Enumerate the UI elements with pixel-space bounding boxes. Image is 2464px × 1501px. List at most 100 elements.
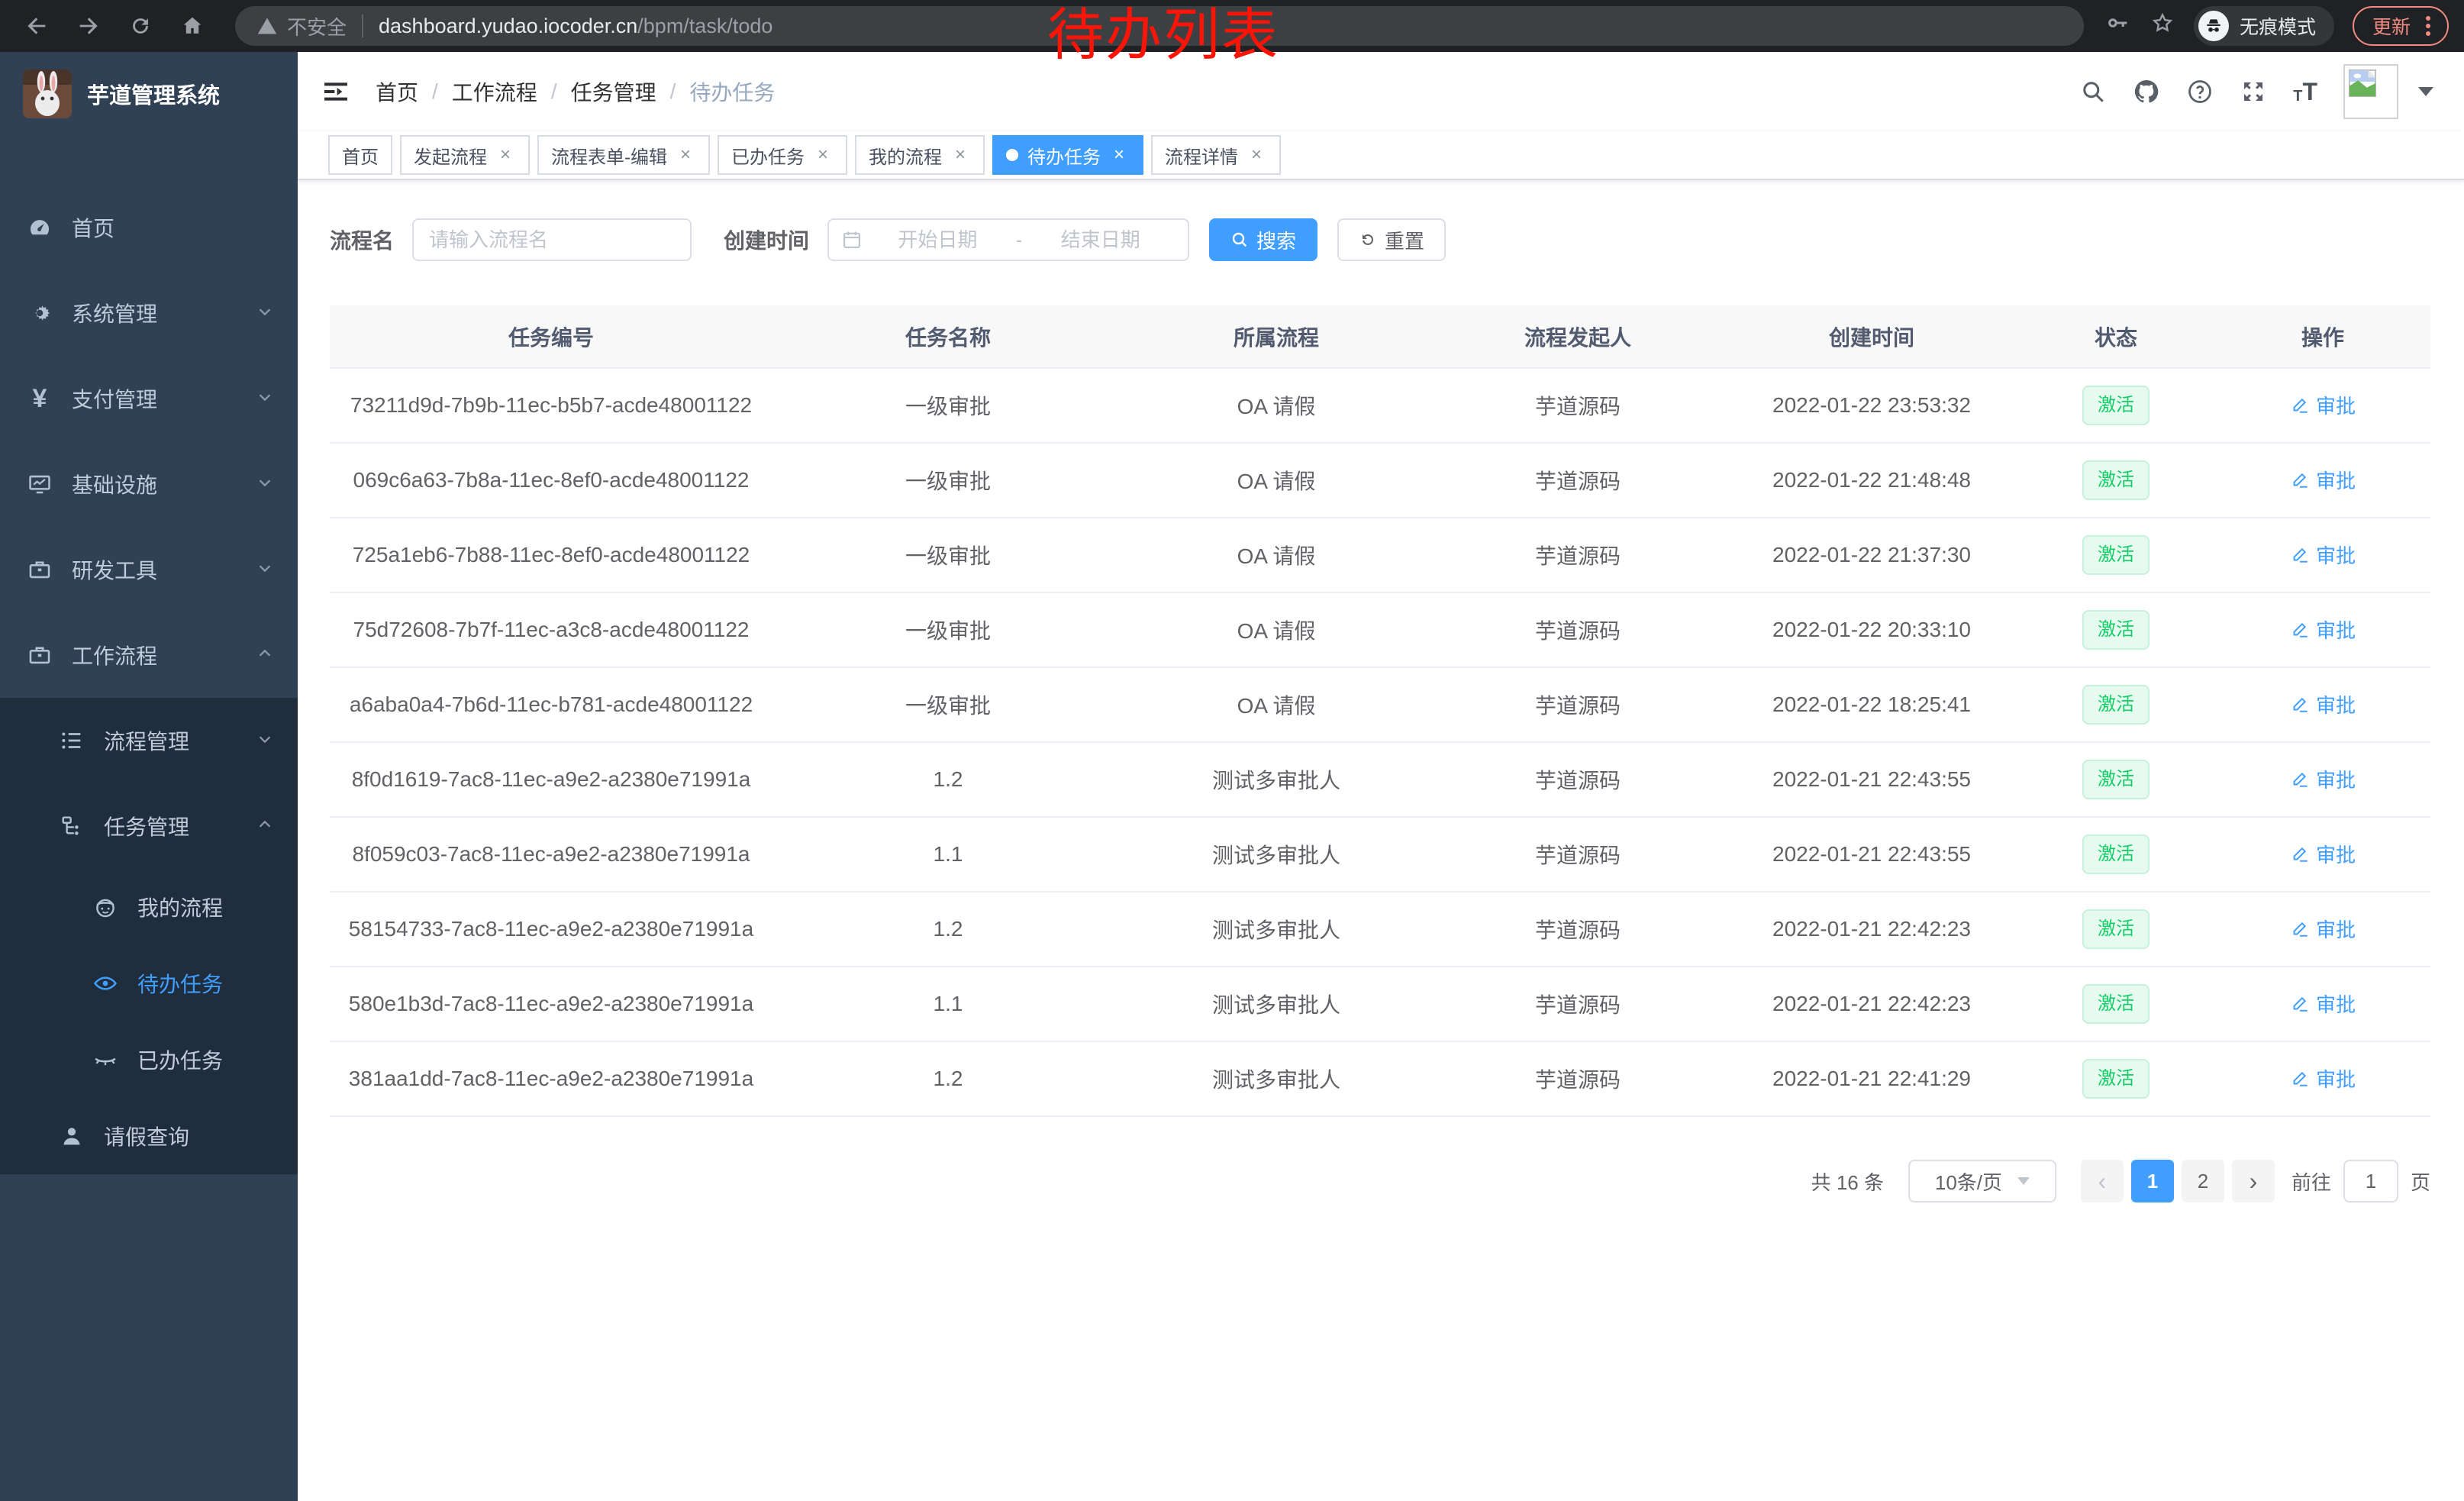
breadcrumb-task-mgmt[interactable]: 任务管理: [570, 81, 656, 105]
chevron-down-icon: [256, 557, 273, 582]
home-icon[interactable]: [171, 5, 214, 47]
approve-link[interactable]: 审批: [2290, 615, 2356, 644]
approve-label: 审批: [2315, 693, 2356, 717]
approve-label: 审批: [2315, 469, 2356, 492]
forward-icon[interactable]: [67, 5, 110, 47]
range-separator: -: [1015, 228, 1023, 251]
tab-done-task[interactable]: 已办任务 ×: [718, 135, 847, 175]
approve-link[interactable]: 审批: [2290, 391, 2356, 419]
search-icon: [1232, 232, 1247, 247]
sidebar-item-todo-task[interactable]: 待办任务: [0, 945, 298, 1022]
cell-starter: 芋道源码: [1429, 892, 1727, 967]
github-icon[interactable]: [2133, 78, 2160, 105]
page-button-2[interactable]: 2: [2181, 1160, 2224, 1202]
date-range-picker[interactable]: -: [827, 218, 1190, 261]
approve-link[interactable]: 审批: [2290, 915, 2356, 943]
close-icon[interactable]: ×: [954, 144, 966, 165]
goto-page-input[interactable]: [2343, 1160, 2398, 1202]
sidebar-item-task-mgmt[interactable]: 任务管理: [0, 783, 298, 869]
sidebar-item-process-mgmt[interactable]: 流程管理: [0, 698, 298, 783]
page-button-1[interactable]: 1: [2130, 1160, 2174, 1202]
tab-my-process[interactable]: 我的流程 ×: [855, 135, 985, 175]
url-bar[interactable]: 不安全 dashboard.yudao.iocoder.cn/bpm/task/…: [235, 6, 2084, 46]
approve-link[interactable]: 审批: [2290, 690, 2356, 718]
breadcrumb-home[interactable]: 首页: [376, 81, 419, 105]
cell-created: 2022-01-21 22:41:29: [1727, 1041, 2017, 1117]
incognito-label: 无痕模式: [2239, 17, 2316, 38]
approve-link[interactable]: 审批: [2290, 765, 2356, 793]
approve-link[interactable]: 审批: [2290, 541, 2356, 569]
reload-icon[interactable]: [119, 5, 162, 47]
tab-start-process[interactable]: 发起流程 ×: [400, 135, 530, 175]
status-badge: 激活: [2082, 1059, 2150, 1099]
start-date-input[interactable]: [863, 228, 1013, 252]
approve-link[interactable]: 审批: [2290, 989, 2356, 1018]
close-icon[interactable]: ×: [1250, 144, 1262, 165]
sidebar-item-home[interactable]: 首页: [0, 185, 298, 270]
browser-menu-icon[interactable]: [2426, 24, 2430, 28]
status-badge: 激活: [2082, 909, 2150, 949]
tab-home[interactable]: 首页: [328, 135, 392, 175]
approve-link[interactable]: 审批: [2290, 466, 2356, 494]
end-date-input[interactable]: [1025, 228, 1176, 252]
approve-link[interactable]: 审批: [2290, 840, 2356, 868]
bookmark-star-icon[interactable]: [2150, 10, 2175, 42]
search-icon[interactable]: [2079, 78, 2107, 105]
cell-process: OA 请假: [1124, 518, 1429, 593]
cell-created: 2022-01-22 23:53:32: [1727, 368, 2017, 444]
next-page-button[interactable]: ›: [2231, 1160, 2275, 1202]
cell-task-id: 8f0d1619-7ac8-11ec-a9e2-a2380e71991a: [330, 742, 772, 818]
tab-todo-task[interactable]: 待办任务 ×: [992, 135, 1143, 175]
breadcrumb-separator: /: [550, 79, 557, 103]
approve-label: 审批: [2315, 394, 2356, 418]
edit-icon: [2293, 623, 2308, 638]
process-name-input[interactable]: [412, 218, 692, 261]
prev-page-button[interactable]: ‹: [2080, 1160, 2124, 1202]
reset-button[interactable]: 重置: [1337, 218, 1446, 261]
briefcase-icon: [26, 641, 53, 669]
app-logo-row[interactable]: 芋道管理系统: [0, 52, 298, 136]
close-icon[interactable]: ×: [1113, 144, 1124, 165]
update-button[interactable]: 更新: [2352, 6, 2449, 46]
sidebar-toggle-icon[interactable]: [321, 76, 351, 107]
url-host: dashboard.yudao.iocoder.cn: [379, 14, 638, 37]
search-button[interactable]: 搜索: [1209, 218, 1318, 261]
tab-process-form-edit[interactable]: 流程表单-编辑 ×: [537, 135, 710, 175]
security-label: 不安全: [287, 15, 347, 39]
cell-task-name: 一级审批: [772, 667, 1124, 743]
tab-process-detail[interactable]: 流程详情 ×: [1151, 135, 1281, 175]
approve-link[interactable]: 审批: [2290, 1064, 2356, 1093]
col-task-id: 任务编号: [330, 305, 772, 369]
cell-task-name: 1.2: [772, 892, 1124, 967]
status-badge: 激活: [2082, 760, 2150, 799]
breadcrumb-workflow[interactable]: 工作流程: [451, 81, 537, 105]
cell-created: 2022-01-21 22:42:23: [1727, 967, 2017, 1042]
col-status: 状态: [2017, 305, 2215, 369]
avatar-caret-icon[interactable]: [2418, 87, 2433, 96]
sidebar-item-system[interactable]: 系统管理: [0, 270, 298, 356]
sidebar-item-devtools[interactable]: 研发工具: [0, 527, 298, 612]
help-icon[interactable]: [2186, 78, 2214, 105]
cell-process: 测试多审批人: [1124, 892, 1429, 967]
sidebar-item-infra[interactable]: 基础设施: [0, 441, 298, 527]
sidebar-item-payment[interactable]: ¥ 支付管理: [0, 356, 298, 441]
sidebar-item-label: 工作流程: [72, 644, 158, 668]
sidebar-item-my-process[interactable]: 我的流程: [0, 869, 298, 945]
edit-icon: [2293, 548, 2308, 563]
close-icon[interactable]: ×: [499, 144, 511, 165]
table-row: 8f059c03-7ac8-11ec-a9e2-a2380e71991a 1.1…: [330, 817, 2430, 893]
avatar[interactable]: [2343, 64, 2398, 119]
sidebar-item-done-task[interactable]: 已办任务: [0, 1022, 298, 1098]
status-badge: 激活: [2082, 610, 2150, 650]
sidebar-item-leave-query[interactable]: 请假查询: [0, 1098, 298, 1174]
sidebar-item-label: 我的流程: [137, 896, 224, 920]
cell-task-id: a6aba0a4-7b6d-11ec-b781-acde48001122: [330, 667, 772, 743]
sidebar-item-workflow[interactable]: 工作流程: [0, 612, 298, 698]
key-icon[interactable]: [2105, 10, 2131, 42]
close-icon[interactable]: ×: [817, 144, 828, 165]
fullscreen-icon[interactable]: [2240, 78, 2267, 105]
close-icon[interactable]: ×: [679, 144, 691, 165]
back-icon[interactable]: [15, 5, 58, 47]
page-size-select[interactable]: 10条/页: [1908, 1160, 2056, 1202]
